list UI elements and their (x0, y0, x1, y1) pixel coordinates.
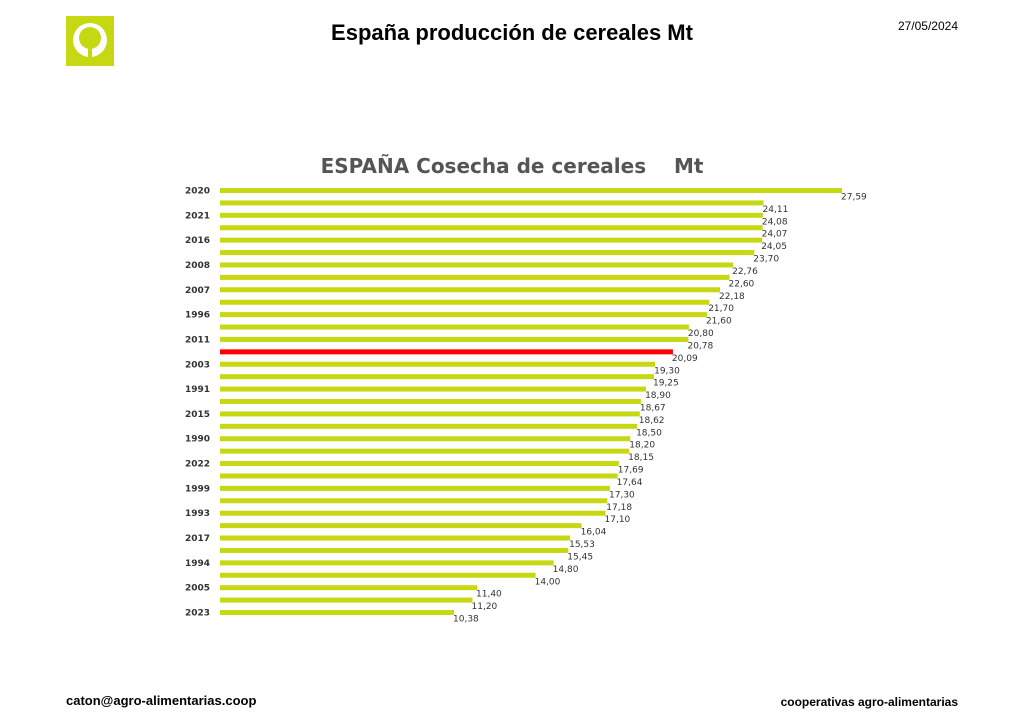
category-label: 2022 (185, 460, 210, 470)
data-label: 20,09 (672, 354, 698, 364)
category-label: 2007 (185, 286, 210, 296)
bar (220, 485, 611, 491)
data-label: 18,67 (640, 404, 666, 414)
data-label: 24,07 (762, 230, 788, 240)
data-label: 17,18 (606, 503, 632, 513)
bar (220, 361, 656, 367)
bar (220, 250, 755, 256)
data-label: 19,30 (654, 366, 680, 376)
data-label: 18,90 (645, 391, 671, 401)
category-label: 1996 (185, 311, 210, 321)
page-date: 27/05/2024 (897, 19, 958, 33)
bar (220, 411, 640, 417)
bar (220, 399, 641, 404)
category-label: 2020 (185, 187, 210, 197)
category-label: 2011 (185, 335, 210, 345)
data-label: 22,60 (729, 279, 755, 289)
data-label: 23,70 (753, 255, 779, 265)
bar (220, 423, 638, 429)
category-label: 2005 (185, 584, 210, 594)
footer-email: caton@agro-alimentarias.coop (66, 693, 257, 708)
data-label: 18,20 (629, 441, 655, 451)
category-label: 2023 (185, 609, 210, 619)
bar (220, 523, 582, 529)
data-label: 24,08 (762, 217, 788, 227)
footer-brand: cooperativas agro-alimentarias (780, 695, 958, 709)
data-label: 19,25 (653, 379, 679, 389)
data-label: 15,45 (567, 552, 593, 562)
bar (220, 597, 473, 603)
data-label: 17,64 (617, 478, 643, 488)
data-label: 11,20 (472, 602, 498, 612)
bar (220, 572, 536, 578)
bar (220, 547, 569, 553)
category-label: 2015 (185, 410, 210, 420)
category-label: 1991 (185, 385, 210, 395)
bar (220, 237, 763, 243)
category-label: 1993 (185, 509, 210, 519)
data-label: 24,11 (763, 205, 789, 215)
bar (220, 336, 689, 342)
data-label: 21,60 (706, 317, 732, 327)
bar (220, 498, 608, 504)
data-label: 11,40 (476, 590, 502, 600)
data-label: 27,59 (841, 193, 867, 203)
data-label: 18,62 (639, 416, 665, 426)
bar (220, 448, 630, 454)
data-label: 14,00 (535, 577, 561, 587)
page-title: España producción de cereales Mt (331, 20, 693, 45)
chart-title: ESPAÑA Cosecha de cereales Mt (320, 154, 704, 178)
category-label: 1990 (185, 435, 210, 445)
data-label: 15,53 (569, 540, 595, 550)
data-label: 14,80 (553, 565, 579, 575)
data-label: 21,70 (708, 304, 734, 314)
data-label: 18,50 (636, 428, 662, 438)
bar (220, 610, 455, 615)
bar (220, 585, 478, 591)
category-label: 2003 (185, 360, 210, 370)
bar (220, 386, 647, 392)
data-label: 17,10 (605, 515, 631, 525)
data-label: 16,04 (581, 528, 607, 538)
data-label: 22,18 (719, 292, 745, 302)
bar (220, 510, 606, 516)
category-label: 2008 (185, 261, 210, 271)
bar (220, 188, 842, 193)
bar (220, 436, 631, 442)
category-label: 2017 (185, 534, 210, 544)
bar (220, 312, 707, 318)
category-label: 1994 (185, 559, 210, 569)
bar (220, 473, 618, 479)
bar (220, 374, 654, 380)
data-label: 18,15 (628, 453, 654, 463)
bar (220, 200, 764, 206)
bar (220, 349, 673, 355)
bar (220, 274, 730, 280)
bar (220, 287, 721, 293)
bar (220, 560, 554, 566)
cooperativas-logo-icon (66, 16, 114, 66)
data-label: 20,80 (688, 329, 714, 339)
data-label: 20,78 (687, 341, 713, 351)
data-label: 10,38 (453, 615, 479, 625)
bar (220, 262, 734, 268)
bar (220, 324, 689, 330)
category-label: 1999 (185, 484, 210, 494)
category-label: 2021 (185, 211, 210, 221)
bar (220, 299, 710, 305)
bar (220, 535, 571, 541)
data-label: 17,69 (618, 466, 644, 476)
bar (220, 225, 763, 231)
data-label: 17,30 (609, 490, 635, 500)
bar (220, 461, 619, 467)
bar (220, 212, 763, 218)
data-label: 22,76 (732, 267, 758, 277)
data-label: 24,05 (761, 242, 787, 252)
category-label: 2016 (185, 236, 210, 246)
